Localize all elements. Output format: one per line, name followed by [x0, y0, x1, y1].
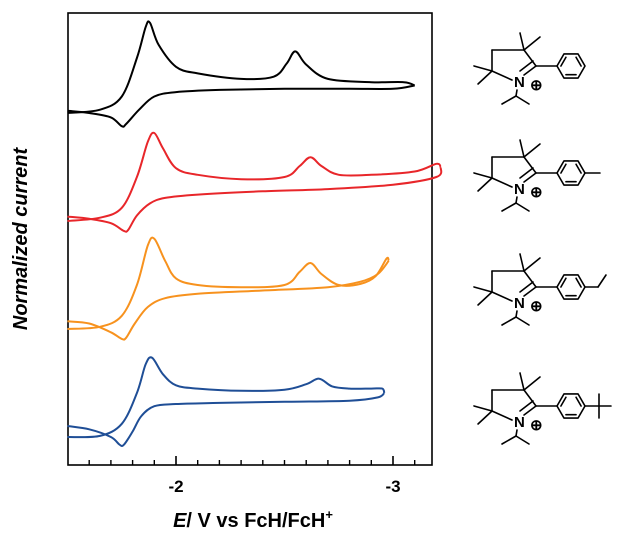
aromatic-double-bond — [560, 56, 567, 67]
bond — [523, 376, 541, 391]
bond — [491, 410, 513, 421]
bond — [515, 316, 530, 326]
plot-frame — [67, 12, 433, 466]
bond — [477, 410, 493, 425]
bond — [523, 172, 537, 183]
bond — [515, 429, 518, 437]
x-ticks: -2 -3 — [88, 456, 416, 496]
cv-series-4 — [67, 356, 386, 448]
positive-charge-icon: ⊕ — [530, 298, 543, 315]
aromatic-double-bond — [560, 396, 567, 407]
cv-series-1 — [67, 20, 416, 128]
cv-forward-scan — [67, 356, 386, 439]
bond — [519, 372, 525, 391]
x-axis-label: E/ V vs FcH/FcH+ — [173, 507, 333, 532]
nitrogen-label: N — [514, 74, 525, 91]
bond — [501, 435, 517, 445]
cv-reverse-scan — [67, 166, 443, 233]
bond — [491, 70, 513, 81]
nitrogen-label: N — [514, 181, 525, 198]
double-bond — [519, 167, 534, 179]
bond — [523, 389, 537, 407]
ethyl-bond — [597, 274, 607, 288]
positive-charge-icon: ⊕ — [530, 184, 543, 201]
bond — [477, 291, 493, 306]
aromatic-double-bond — [560, 163, 567, 174]
cv-series-2 — [67, 131, 443, 233]
structure-2: N ⊕ — [473, 139, 601, 212]
bond — [501, 316, 517, 326]
x-tick-label: -2 — [168, 477, 183, 496]
bond — [523, 257, 541, 272]
bond — [519, 253, 525, 272]
cv-series-3 — [67, 236, 390, 341]
aromatic-double-bond — [575, 277, 582, 288]
structure-3: N ⊕ — [473, 253, 607, 326]
double-bond — [519, 281, 534, 293]
cv-reverse-scan — [67, 392, 385, 448]
bond — [523, 405, 537, 416]
bond — [477, 70, 493, 85]
bond — [523, 65, 537, 76]
bond — [473, 172, 493, 179]
bond — [515, 310, 518, 318]
nitrogen-label: N — [514, 414, 525, 431]
bond — [523, 36, 541, 51]
bond — [515, 196, 518, 204]
bond — [519, 139, 525, 158]
positive-charge-icon: ⊕ — [530, 417, 543, 434]
bond — [501, 202, 517, 212]
bond — [523, 49, 537, 67]
bond — [523, 270, 537, 288]
cv-forward-scan — [67, 20, 416, 114]
voltammogram-curves — [67, 20, 443, 448]
molecular-structures: N ⊕N ⊕N ⊕N ⊕ — [473, 32, 612, 445]
structure-1: N ⊕ — [473, 32, 586, 105]
bond — [515, 202, 530, 212]
double-bond — [519, 400, 534, 412]
aromatic-double-bond — [575, 163, 582, 174]
positive-charge-icon: ⊕ — [530, 77, 543, 94]
bond — [491, 177, 513, 188]
bond — [477, 177, 493, 192]
bond — [515, 435, 530, 445]
cv-forward-scan — [67, 131, 442, 222]
bond — [473, 65, 493, 72]
bond — [523, 143, 541, 158]
x-tick-label: -3 — [385, 477, 400, 496]
cv-forward-scan — [67, 236, 390, 330]
cv-reverse-scan — [67, 84, 415, 128]
plot-area: -2 -3 — [67, 12, 443, 496]
bond — [491, 291, 513, 302]
bond — [519, 32, 525, 51]
bond — [515, 89, 518, 97]
bond — [501, 95, 517, 105]
phenyl-ring — [556, 53, 586, 79]
bond — [515, 95, 530, 105]
double-bond — [519, 60, 534, 72]
bond — [473, 405, 493, 412]
aromatic-double-bond — [575, 56, 582, 67]
bond — [473, 286, 493, 293]
structure-4: N ⊕ — [473, 372, 612, 445]
aromatic-double-bond — [560, 277, 567, 288]
nitrogen-label: N — [514, 295, 525, 312]
cv-reverse-scan — [67, 260, 390, 341]
bond — [523, 156, 537, 174]
y-axis-label: Normalized current — [10, 147, 32, 331]
bond — [523, 286, 537, 297]
aromatic-double-bond — [575, 396, 582, 407]
